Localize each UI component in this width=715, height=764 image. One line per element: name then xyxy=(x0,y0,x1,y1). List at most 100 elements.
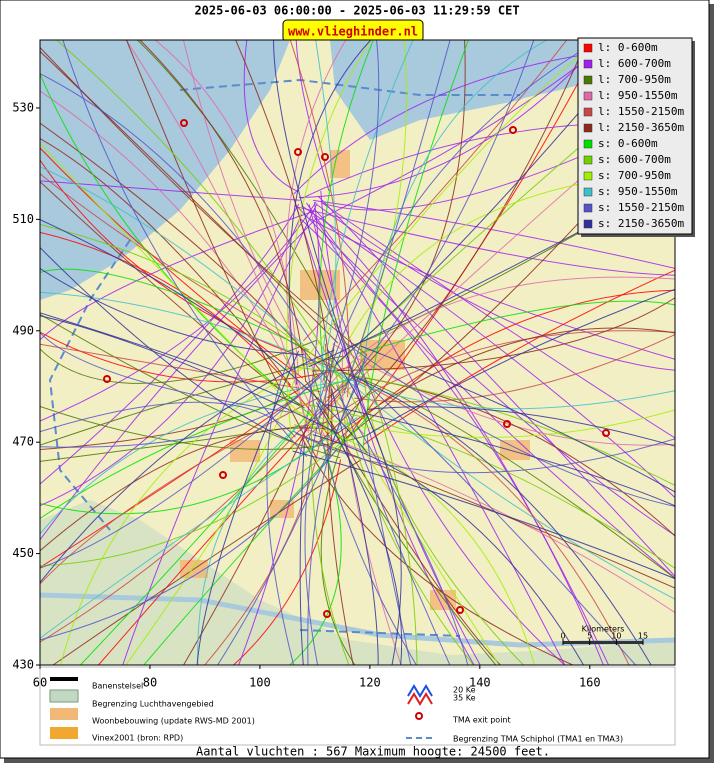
flight-track xyxy=(137,40,370,389)
tma-exit-points xyxy=(103,119,610,618)
y-tick-label: 490 xyxy=(12,323,34,337)
flight-track xyxy=(40,349,335,583)
flight-track xyxy=(40,219,368,454)
flight-track xyxy=(366,288,675,436)
flight-track xyxy=(312,434,584,665)
legend-label: s: 600-700m xyxy=(598,153,671,166)
flight-track xyxy=(40,397,320,585)
flight-track xyxy=(343,40,451,394)
flight-track xyxy=(290,40,599,379)
runways-swatch xyxy=(50,677,78,681)
key-label: Banenstelsel xyxy=(92,682,143,691)
flight-track xyxy=(310,372,350,665)
scale-bar: Kilometers 0 5 10 15 xyxy=(560,625,648,645)
legend-label: l: 950-1550m xyxy=(598,89,678,102)
flight-track xyxy=(298,40,603,198)
flight-track xyxy=(40,138,291,386)
flight-track xyxy=(307,40,600,443)
flight-track xyxy=(80,409,313,665)
flight-track xyxy=(357,300,675,355)
tma-boundary-line xyxy=(179,78,520,96)
flight-track xyxy=(40,51,339,344)
legend-swatch xyxy=(583,91,593,101)
x-tick-label: 140 xyxy=(469,676,491,690)
flight-track xyxy=(317,195,675,577)
scale-tick-label: 10 xyxy=(611,632,621,641)
x-tick-label: 120 xyxy=(359,676,381,690)
flight-track xyxy=(273,40,363,402)
flight-track xyxy=(40,180,300,201)
scale-tick-label: 15 xyxy=(638,632,648,641)
flight-track xyxy=(40,147,304,379)
map-border xyxy=(39,39,676,666)
flight-track xyxy=(139,40,307,382)
flight-track xyxy=(300,330,675,442)
ke35-symbol xyxy=(407,692,433,706)
flight-track xyxy=(339,397,469,665)
flight-track xyxy=(40,291,367,389)
boundary-swatch xyxy=(49,689,79,703)
flight-track xyxy=(40,268,305,356)
flight-track xyxy=(294,424,675,614)
flight-track xyxy=(40,203,300,485)
flight-track xyxy=(196,350,300,665)
flight-track xyxy=(308,204,565,665)
flight-track xyxy=(319,40,414,419)
flight-track xyxy=(154,40,299,375)
flight-track xyxy=(348,373,652,665)
flight-track xyxy=(40,401,296,438)
housing-swatch xyxy=(50,708,78,720)
flight-track xyxy=(40,354,368,643)
key-label: 20 Ke xyxy=(453,686,476,695)
flight-track xyxy=(365,365,418,665)
flight-track xyxy=(322,40,380,381)
flight-track xyxy=(341,349,402,665)
flight-track xyxy=(325,404,675,507)
legend-label: s: 1550-2150m xyxy=(598,201,684,214)
flight-track xyxy=(297,206,675,536)
legend-swatch xyxy=(583,219,593,229)
y-tick-label: 510 xyxy=(12,212,34,226)
y-tick-label: 530 xyxy=(12,100,34,114)
flight-track xyxy=(183,415,313,665)
flight-track xyxy=(315,402,403,665)
flight-track xyxy=(217,357,366,665)
legend-label: l: 700-950m xyxy=(598,73,671,86)
flight-track xyxy=(295,40,330,192)
flight-track xyxy=(362,40,547,373)
legend-label: s: 2150-3650m xyxy=(598,217,684,230)
flight-track xyxy=(40,122,336,391)
footer: Aantal vluchten : 567 Maximum hoogte: 24… xyxy=(196,745,550,759)
flight-track xyxy=(233,459,342,665)
flight-track xyxy=(354,334,675,403)
x-tick-label: 60 xyxy=(33,676,47,690)
legend-swatch xyxy=(583,139,593,149)
scale-tick-label: 5 xyxy=(587,632,592,641)
flight-tracks xyxy=(40,40,675,665)
legend-label: s: 700-950m xyxy=(598,169,671,182)
flight-track xyxy=(305,381,501,665)
flight-track xyxy=(243,40,298,192)
vinex-swatch xyxy=(50,727,78,739)
flight-track xyxy=(304,346,344,665)
flight-track xyxy=(331,388,379,665)
y-tick-label: 450 xyxy=(12,546,34,560)
flight-track xyxy=(291,409,675,438)
legend-label: l: 1550-2150m xyxy=(598,105,684,118)
link[interactable]: www.vlieghinder.nl xyxy=(288,25,418,39)
flight-track xyxy=(303,422,535,665)
key-label: TMA exit point xyxy=(452,716,511,725)
flight-track xyxy=(360,341,524,665)
flight-track xyxy=(197,427,296,665)
flight-track xyxy=(40,427,361,567)
scale-tick-label: 0 xyxy=(560,632,565,641)
flight-track xyxy=(366,406,675,447)
flight-track xyxy=(62,40,308,458)
x-tick-label: 80 xyxy=(143,676,157,690)
flight-track xyxy=(304,348,417,665)
flight-track xyxy=(343,418,500,665)
flight-track xyxy=(293,430,675,474)
flight-track xyxy=(56,40,369,427)
flight-track xyxy=(344,341,675,507)
